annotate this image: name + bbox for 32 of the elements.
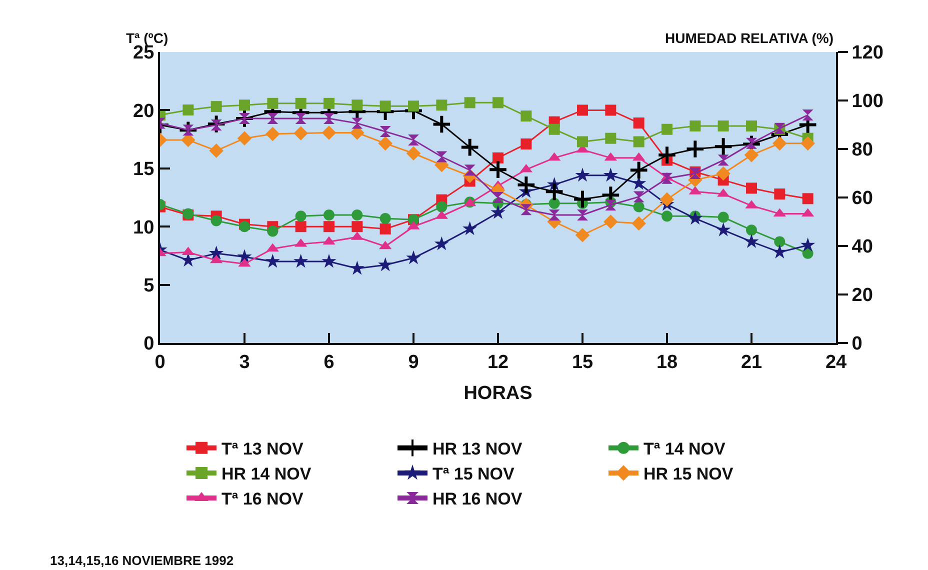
legend-label: HR 15 NOV — [644, 464, 734, 484]
legend-label: Tª 15 NOV — [432, 464, 516, 484]
y-tick-label: 5 — [144, 275, 155, 296]
y2-axis-title: HUMEDAD RELATIVA (%) — [665, 30, 834, 46]
y-axis-title: Tª (ºC) — [126, 30, 168, 46]
x-tick-label: 6 — [324, 352, 334, 373]
y2-tick-label: 0 — [852, 334, 862, 355]
x-tick-label: 24 — [825, 352, 847, 373]
legend-label: HR 14 NOV — [222, 464, 312, 484]
x-tick-label: 18 — [656, 352, 678, 373]
y-tick-label: 15 — [133, 159, 155, 180]
x-axis-title: HORAS — [464, 383, 532, 404]
x-tick-label: 15 — [572, 352, 594, 373]
legend-label: HR 16 NOV — [432, 490, 523, 509]
y-tick-label: 10 — [133, 217, 154, 238]
x-tick-label: 12 — [487, 352, 509, 373]
y2-tick-label: 120 — [852, 42, 884, 64]
x-tick-label: 21 — [740, 352, 762, 373]
legend-label: Tª 16 NOV — [222, 490, 304, 509]
legend-label: Tª 13 NOV — [222, 439, 304, 458]
y-tick-label: 0 — [144, 334, 154, 355]
x-tick-label: 9 — [408, 352, 419, 373]
legend-label: HR 13 NOV — [432, 439, 523, 458]
y2-tick-label: 40 — [852, 236, 873, 258]
text: 13,14,15,16 NOVIEMBRE 1992 — [50, 553, 234, 568]
y2-tick-label: 80 — [852, 140, 873, 161]
legend-label: Tª 14 NOV — [644, 439, 726, 458]
x-tick-label: 3 — [239, 352, 250, 373]
y2-tick-label: 60 — [852, 188, 873, 210]
y2-tick-label: 100 — [852, 91, 884, 112]
y-tick-label: 20 — [133, 100, 154, 122]
y2-tick-label: 20 — [852, 285, 873, 306]
